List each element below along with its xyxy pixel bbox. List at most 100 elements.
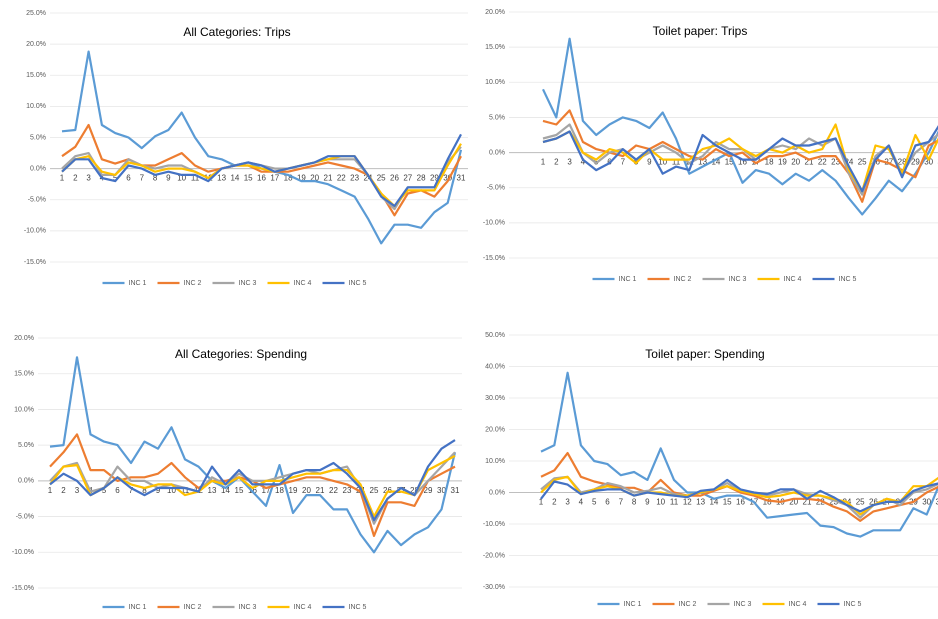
chart-title: All Categories: Spending (175, 347, 307, 361)
y-tick-label: 30.0% (485, 395, 505, 402)
x-tick-label: 11 (181, 486, 190, 495)
x-tick-label: 21 (324, 174, 333, 183)
x-tick-label: 2 (73, 174, 78, 183)
x-tick-label: 31 (451, 486, 460, 495)
x-tick-label: 4 (581, 158, 586, 167)
y-tick-label: -15.0% (12, 585, 34, 592)
y-tick-label: 15.0% (26, 72, 46, 79)
x-tick-label: 24 (844, 158, 853, 167)
legend-label: INC 5 (349, 280, 367, 287)
data-line (542, 123, 938, 193)
legend-label: INC 2 (184, 604, 202, 611)
x-tick-label: 22 (816, 498, 825, 507)
x-tick-label: 11 (672, 158, 681, 167)
x-tick-label: 27 (397, 486, 406, 495)
y-tick-label: -5.0% (28, 197, 46, 204)
legend-label: INC 5 (844, 601, 862, 608)
x-tick-label: 15 (244, 174, 253, 183)
legend-label: INC 3 (729, 276, 747, 283)
x-tick-label: 1 (539, 498, 544, 507)
y-tick-label: 10.0% (485, 458, 505, 465)
legend-label: INC 2 (674, 276, 692, 283)
x-tick-label: 11 (191, 174, 200, 183)
x-tick-label: 5 (592, 498, 597, 507)
x-tick-label: 1 (48, 486, 53, 495)
x-tick-label: 22 (818, 158, 827, 167)
y-tick-label: 0.0% (489, 149, 505, 156)
data-line (542, 125, 938, 193)
x-tick-label: 21 (316, 486, 325, 495)
y-tick-label: 5.0% (30, 134, 46, 141)
x-tick-label: 6 (115, 486, 120, 495)
x-tick-label: 12 (683, 498, 692, 507)
legend-label: INC 5 (349, 604, 367, 611)
x-tick-label: 28 (417, 174, 426, 183)
x-tick-label: 25 (377, 174, 386, 183)
x-tick-label: 10 (177, 174, 186, 183)
legend-label: INC 4 (294, 280, 312, 287)
x-tick-label: 9 (156, 486, 161, 495)
legend-label: INC 1 (129, 280, 147, 287)
y-tick-label: -5.0% (16, 513, 34, 520)
x-tick-label: 3 (567, 158, 572, 167)
x-tick-label: 30 (443, 174, 452, 183)
legend-label: INC 3 (239, 280, 257, 287)
x-tick-label: 9 (645, 498, 650, 507)
x-tick-label: 1 (60, 174, 65, 183)
x-tick-label: 29 (911, 158, 920, 167)
x-tick-label: 6 (126, 174, 131, 183)
x-tick-label: 21 (803, 498, 812, 507)
legend-label: INC 2 (184, 280, 202, 287)
x-tick-label: 1 (541, 158, 546, 167)
x-tick-label: 14 (221, 486, 230, 495)
x-tick-label: 15 (725, 158, 734, 167)
y-tick-label: 10.0% (26, 103, 46, 110)
data-line (540, 478, 938, 513)
legend-label: INC 4 (784, 276, 802, 283)
x-tick-label: 17 (270, 174, 279, 183)
legend-label: INC 1 (624, 601, 642, 608)
x-tick-label: 7 (621, 158, 626, 167)
x-tick-label: 8 (142, 486, 147, 495)
data-line (61, 133, 462, 208)
y-tick-label: -15.0% (24, 259, 46, 266)
legend-label: INC 4 (789, 601, 807, 608)
x-tick-label: 13 (217, 174, 226, 183)
x-tick-label: 23 (829, 498, 838, 507)
legend-label: INC 4 (294, 604, 312, 611)
x-tick-label: 21 (805, 158, 814, 167)
x-tick-label: 14 (709, 498, 718, 507)
x-tick-label: 19 (289, 486, 298, 495)
x-tick-label: 28 (410, 486, 419, 495)
x-tick-label: 30 (922, 498, 931, 507)
x-tick-label: 2 (552, 498, 557, 507)
x-tick-label: 18 (275, 486, 284, 495)
x-tick-label: 30 (437, 486, 446, 495)
x-tick-label: 23 (343, 486, 352, 495)
x-tick-label: 8 (153, 174, 158, 183)
legend-label: INC 2 (679, 601, 697, 608)
x-tick-label: 16 (738, 158, 747, 167)
y-tick-label: 0.0% (18, 478, 34, 485)
y-tick-label: -15.0% (483, 255, 505, 262)
x-tick-label: 13 (208, 486, 217, 495)
x-tick-label: 17 (262, 486, 271, 495)
x-tick-label: 20 (789, 498, 798, 507)
x-tick-label: 26 (869, 498, 878, 507)
x-tick-label: 19 (778, 158, 787, 167)
x-tick-label: 26 (383, 486, 392, 495)
x-tick-label: 28 (898, 158, 907, 167)
y-tick-label: 20.0% (14, 335, 34, 342)
x-tick-label: 11 (670, 498, 679, 507)
data-line (61, 50, 463, 245)
x-tick-label: 23 (831, 158, 840, 167)
y-tick-label: 0.0% (489, 489, 505, 496)
legend-label: INC 3 (734, 601, 752, 608)
x-tick-label: 23 (350, 174, 359, 183)
legend-label: INC 3 (239, 604, 257, 611)
y-tick-label: 0.0% (30, 165, 46, 172)
x-tick-label: 29 (424, 486, 433, 495)
y-tick-label: 10.0% (14, 406, 34, 413)
x-tick-label: 25 (858, 158, 867, 167)
x-tick-label: 10 (656, 498, 665, 507)
